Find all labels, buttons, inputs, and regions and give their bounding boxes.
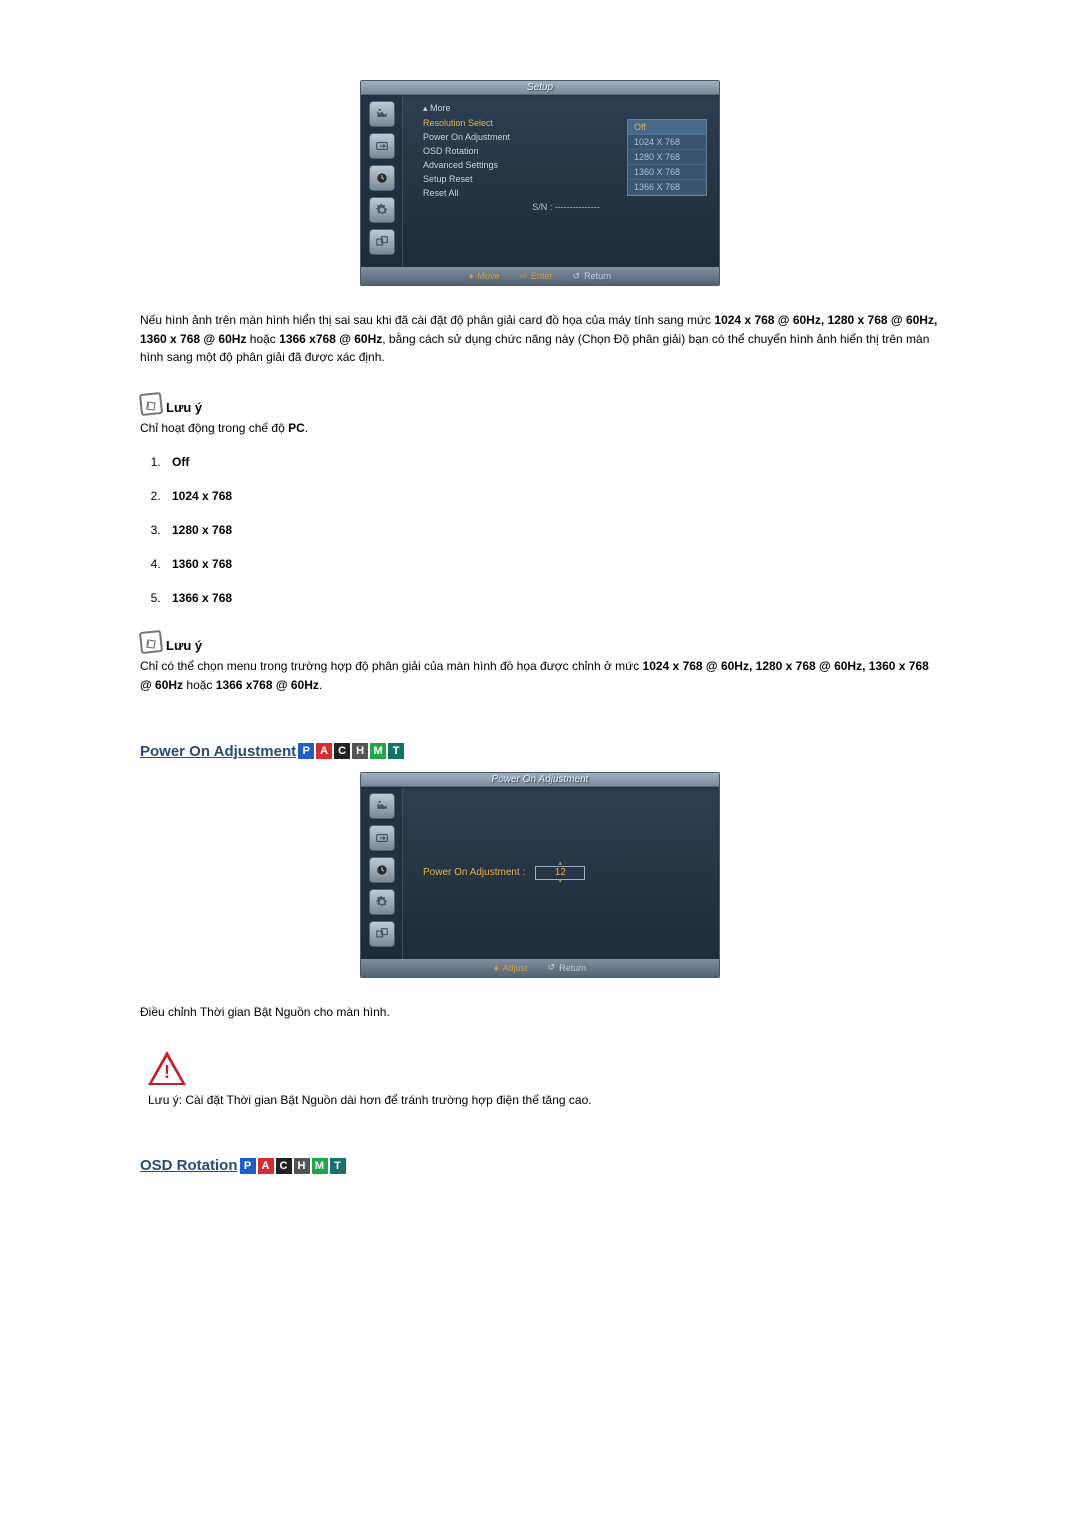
input-icon[interactable]	[369, 825, 395, 851]
badge-m: M	[370, 743, 386, 759]
osd-footer: ♦ Move ⏎ Enter ↺ Return	[361, 267, 719, 285]
note-text: Chỉ hoạt động trong chế độ PC.	[140, 419, 940, 438]
badge-h: H	[294, 1158, 310, 1174]
multi-icon[interactable]	[369, 921, 395, 947]
badge-c: C	[276, 1158, 292, 1174]
option-1360[interactable]: 1360 X 768	[628, 165, 706, 180]
section-title: Power On Adjustment	[140, 743, 296, 760]
clock-icon[interactable]	[369, 165, 395, 191]
poa-label: Power On Adjustment :	[423, 867, 525, 878]
osd-setup-panel: Setup More Resolution Select Power On Ad…	[360, 80, 720, 286]
osd-title: Setup	[361, 81, 719, 95]
footer-enter: ⏎ Enter	[519, 271, 552, 282]
section-title: OSD Rotation	[140, 1157, 238, 1174]
warning-text: Lưu ý: Cài đặt Thời gian Bật Nguồn dài h…	[148, 1091, 940, 1109]
option-1024[interactable]: 1024 X 768	[628, 135, 706, 150]
osd-sidebar	[361, 95, 403, 267]
multi-icon[interactable]	[369, 229, 395, 255]
osd-title: Power On Adjustment	[361, 773, 719, 787]
option-1366[interactable]: 1366 X 768	[628, 180, 706, 195]
footer-return: ↺ Return	[548, 962, 587, 973]
badge-p: P	[298, 743, 314, 759]
gear-icon[interactable]	[369, 197, 395, 223]
badge-t: T	[330, 1158, 346, 1174]
warning-block: ! Lưu ý: Cài đặt Thời gian Bật Nguồn dài…	[148, 1051, 940, 1109]
resolution-list: Off 1024 x 768 1280 x 768 1360 x 768 136…	[164, 455, 940, 605]
picture-icon[interactable]	[369, 101, 395, 127]
list-item: 1366 x 768	[164, 591, 940, 605]
poa-description: Điều chỉnh Thời gian Bật Nguồn cho màn h…	[140, 1003, 940, 1022]
note-menu-condition: Lưu ý Chỉ có thể chọn menu trong trường …	[140, 631, 940, 694]
osd-sidebar	[361, 787, 403, 959]
footer-adjust: ♦ Adjust	[494, 963, 528, 973]
note-icon	[139, 630, 163, 654]
section-power-on-adjustment: Power On Adjustment P A C H M T	[140, 743, 940, 760]
resolution-options: Off 1024 X 768 1280 X 768 1360 X 768 136…	[627, 119, 707, 196]
badge-a: A	[258, 1158, 274, 1174]
clock-icon[interactable]	[369, 857, 395, 883]
serial-number: S/N : ---------------	[423, 200, 709, 214]
gear-icon[interactable]	[369, 889, 395, 915]
poa-row: Power On Adjustment : 12	[423, 866, 699, 880]
osd-more[interactable]: More	[423, 103, 709, 114]
note-title: Lưu ý	[166, 638, 202, 653]
osd-poa-panel: Power On Adjustment Power On Adjustment …	[360, 772, 720, 978]
input-icon[interactable]	[369, 133, 395, 159]
option-1280[interactable]: 1280 X 768	[628, 150, 706, 165]
badge-t: T	[388, 743, 404, 759]
poa-value[interactable]: 12	[535, 866, 585, 880]
badge-m: M	[312, 1158, 328, 1174]
footer-move: ♦ Move	[469, 271, 500, 281]
note-text: Chỉ có thể chọn menu trong trường hợp độ…	[140, 657, 940, 694]
list-item: 1024 x 768	[164, 489, 940, 503]
footer-return: ↺ Return	[573, 271, 612, 282]
note-title: Lưu ý	[166, 400, 202, 415]
warning-icon: !	[148, 1051, 186, 1085]
badge-p: P	[240, 1158, 256, 1174]
option-off[interactable]: Off	[628, 120, 706, 135]
badge-c: C	[334, 743, 350, 759]
section-osd-rotation: OSD Rotation P A C H M T	[140, 1157, 940, 1174]
resolution-description: Nếu hình ảnh trên màn hình hiển thị sai …	[140, 311, 940, 367]
picture-icon[interactable]	[369, 793, 395, 819]
list-item: Off	[164, 455, 940, 469]
note-pc-only: Lưu ý Chỉ hoạt động trong chế độ PC.	[140, 393, 940, 438]
badge-h: H	[352, 743, 368, 759]
note-icon	[139, 392, 163, 416]
badge-a: A	[316, 743, 332, 759]
list-item: 1360 x 768	[164, 557, 940, 571]
osd-footer: ♦ Adjust ↺ Return	[361, 959, 719, 977]
list-item: 1280 x 768	[164, 523, 940, 537]
